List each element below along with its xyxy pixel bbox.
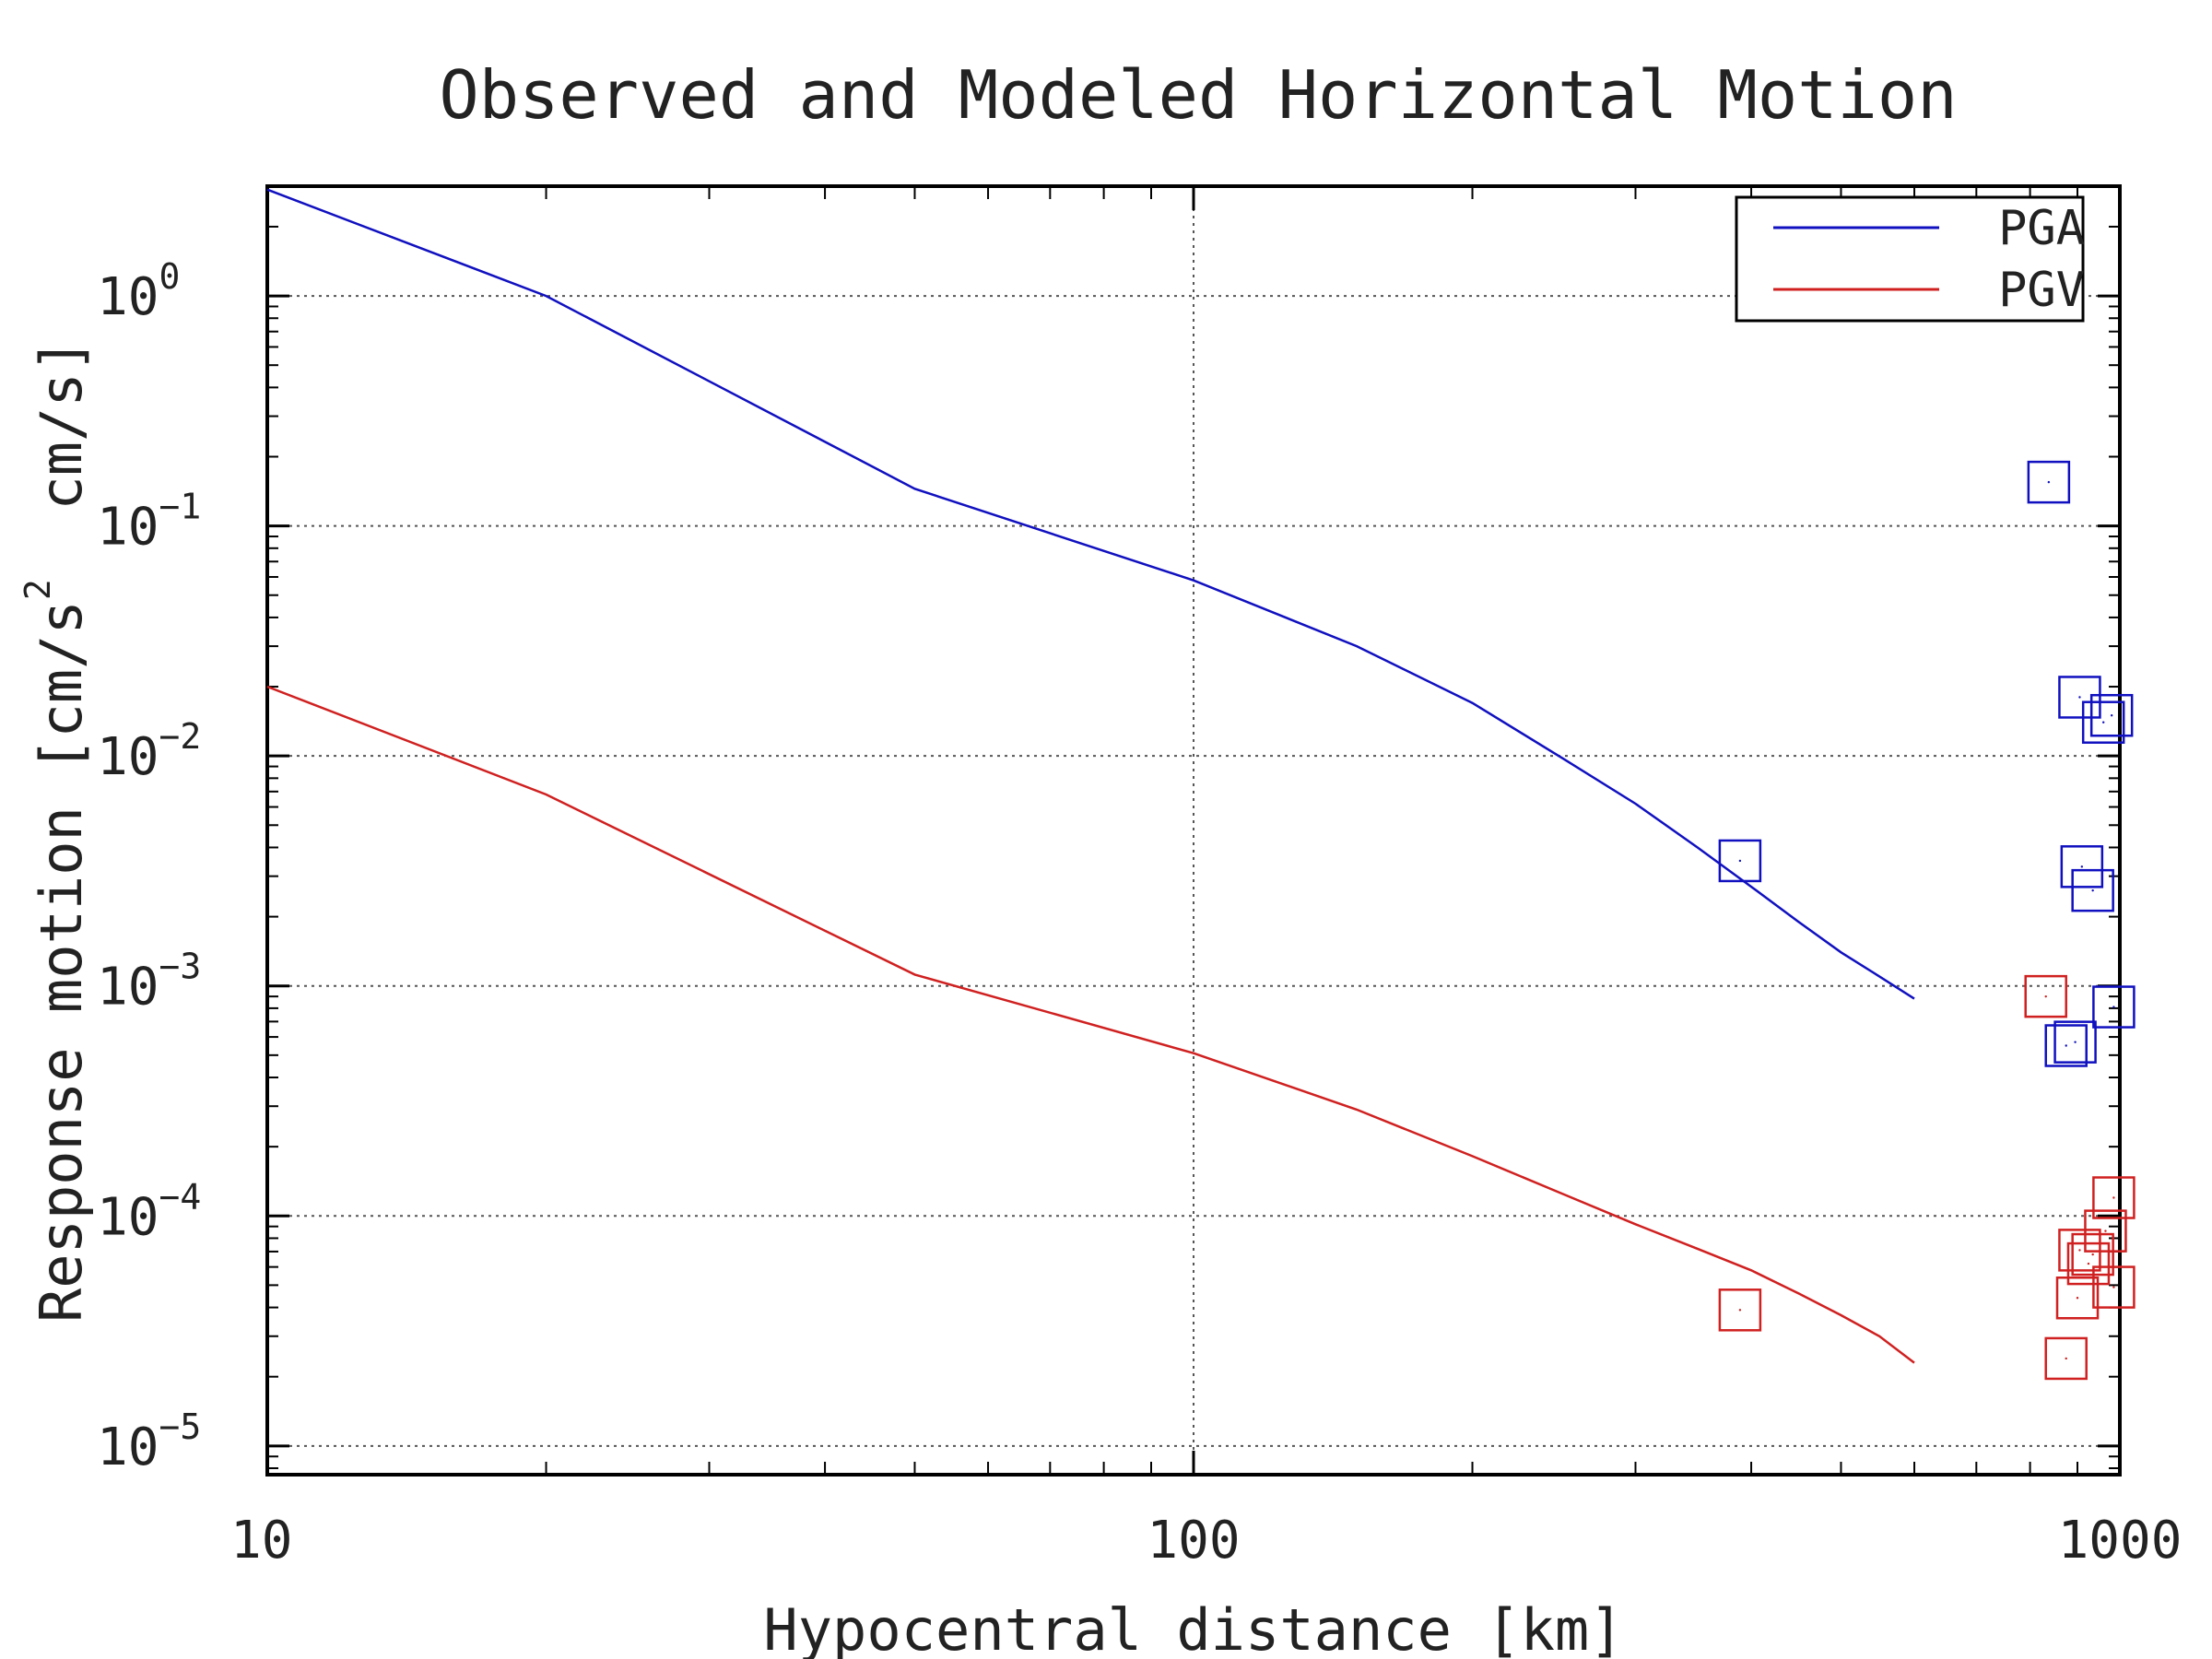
grid xyxy=(267,186,2120,1475)
observed-marker-pgv xyxy=(2092,1265,2136,1309)
x-tick-label: 1000 xyxy=(2058,1511,2183,1571)
observed-marker-pgv xyxy=(2084,1209,2127,1253)
y-tick-exponent: 0 xyxy=(159,256,180,297)
y-tick-exponent: −4 xyxy=(159,1176,201,1217)
chart-title: Observed and Modeled Horizontal Motion xyxy=(439,56,1957,134)
observed-marker-pga xyxy=(2027,460,2071,504)
observed-marker-dot-pga xyxy=(2078,696,2081,699)
observed-marker-pgv xyxy=(2024,974,2067,1018)
y-tick-base: 10 xyxy=(97,267,159,327)
observed-marker-pgv xyxy=(2055,1276,2100,1320)
y-tick-base: 10 xyxy=(97,1418,159,1477)
observed-marker-dot-pga xyxy=(2047,480,2051,484)
observed-marker-dot-pga xyxy=(2074,1041,2077,1043)
observed-marker-dot-pga xyxy=(2080,865,2084,868)
x-axis-label: Hypocentral distance [km] xyxy=(763,1596,1623,1659)
y-tick-label: 10−2 xyxy=(97,716,201,787)
observed-marker-pga xyxy=(2058,676,2101,719)
y-axis-label: Response motion [cm/s2 cm/s] xyxy=(18,338,95,1323)
y-tick-exponent: −5 xyxy=(159,1406,201,1447)
observed-marker-pgv xyxy=(2066,1241,2111,1286)
observed-marker-dot-pgv xyxy=(2078,1249,2081,1252)
y-tick-exponent: −1 xyxy=(159,487,201,527)
legend: PGA PGV xyxy=(1735,195,2085,323)
y-tick-label: 10−5 xyxy=(97,1406,201,1477)
observed-marker-pgv xyxy=(1718,1288,1762,1332)
observed-marker-pga xyxy=(2071,868,2114,912)
observed-marker-pga xyxy=(2044,1024,2088,1067)
legend-label-pgv: PGV xyxy=(1998,263,2085,318)
observed-marker-pgv xyxy=(2044,1336,2088,1381)
y-tick-exponent: −2 xyxy=(159,716,201,757)
observed-marker-dot-pgv xyxy=(1738,1309,1742,1312)
model-line-pga xyxy=(266,188,1915,1000)
observed-marker-pga xyxy=(2089,693,2134,737)
legend-box xyxy=(1735,195,2085,323)
x-tick-label: 10 xyxy=(230,1511,292,1571)
observed-marker-dot-pga xyxy=(2110,714,2113,717)
model-line-pgv xyxy=(266,685,1915,1364)
observed-marker-dot-pga xyxy=(2091,888,2094,892)
y-tick-label: 100 xyxy=(97,256,180,327)
observed-marker-pga xyxy=(2081,700,2125,744)
y-axis-label-superscript: 2 xyxy=(18,579,58,600)
y-tick-base: 10 xyxy=(97,498,159,558)
observed-marker-pgv xyxy=(2092,1176,2136,1219)
y-tick-exponent: −3 xyxy=(159,947,201,987)
observed-marker-dot-pgv xyxy=(2065,1357,2067,1360)
y-axis-label-suffix: cm/s] xyxy=(28,338,95,579)
x-tick-label: 100 xyxy=(1147,1511,1240,1571)
y-tick-base: 10 xyxy=(97,958,159,1018)
observed-marker-dot-pgv xyxy=(2091,1253,2094,1256)
observed-marker-dot-pgv xyxy=(2044,994,2047,998)
observed-marker-dot-pga xyxy=(2112,1006,2115,1008)
observed-marker-pga xyxy=(1718,839,1762,883)
y-tick-base: 10 xyxy=(97,1187,159,1247)
observed-marker-pga xyxy=(2060,845,2104,888)
y-tick-label: 10−1 xyxy=(97,487,201,558)
observed-marker-dot-pga xyxy=(1738,859,1742,863)
y-axis-label-prefix: Response motion [cm/s xyxy=(28,600,95,1323)
observed-marker-dot-pgv xyxy=(2076,1297,2079,1300)
observed-marker-dot-pga xyxy=(2101,721,2105,724)
y-tick-label: 10−4 xyxy=(97,1176,201,1247)
observed-marker-pga xyxy=(2053,1020,2097,1064)
observed-marker-dot-pgv xyxy=(2112,1196,2115,1199)
legend-label-pga: PGA xyxy=(1998,201,2085,256)
observed-marker-pga xyxy=(2092,985,2136,1029)
observed-marker-dot-pgv xyxy=(2112,1286,2115,1288)
observed-marker-dot-pgv xyxy=(2087,1262,2090,1265)
y-tick-base: 10 xyxy=(97,727,159,787)
series xyxy=(266,188,2136,1381)
y-tick-label: 10−3 xyxy=(97,947,201,1018)
observed-marker-dot-pga xyxy=(2065,1044,2067,1047)
observed-marker-dot-pgv xyxy=(2104,1230,2107,1232)
